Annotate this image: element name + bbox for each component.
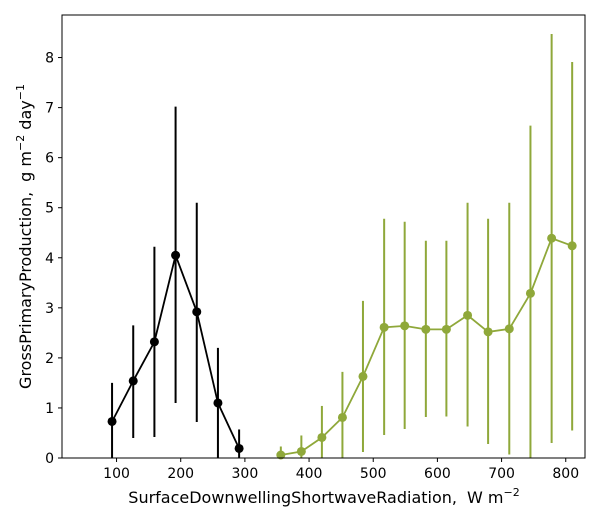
y-axis-label-quantity: GrossPrimaryProduction,: [16, 192, 35, 389]
data-point: [400, 321, 410, 331]
data-point: [128, 376, 138, 386]
x-tick-label: 200: [167, 466, 194, 482]
x-tick-label: 700: [488, 466, 515, 482]
y-tick-label: 6: [45, 151, 54, 167]
plot-frame: [61, 14, 586, 459]
y-tick-label: 0: [45, 451, 54, 467]
data-point: [234, 443, 244, 453]
y-axis: 0 1 2 3 4 5 6 7 8: [45, 51, 62, 467]
y-axis-label: GrossPrimaryProduction, g m−2 day−1: [14, 84, 35, 389]
data-point: [149, 337, 159, 347]
data-point: [547, 233, 557, 243]
x-axis-label-unit-exponent: −2: [503, 486, 519, 499]
data-point: [358, 371, 368, 381]
y-axis-label-time-unit: day: [16, 100, 35, 135]
series-layer: [107, 34, 577, 460]
data-point: [213, 398, 223, 408]
data-point: [296, 446, 306, 456]
y-tick-label: 2: [45, 351, 54, 367]
data-point: [421, 324, 431, 334]
x-axis-label-unit: W m: [467, 488, 504, 507]
series-1: [107, 106, 244, 458]
data-point: [337, 412, 347, 422]
data-point: [525, 288, 535, 298]
x-axis: 100 200 300 400 500 600 700 800: [103, 458, 579, 482]
data-point: [276, 450, 286, 460]
data-point: [567, 241, 577, 251]
y-tick-label: 5: [45, 201, 54, 217]
x-tick-label: 800: [552, 466, 579, 482]
data-point: [192, 307, 202, 317]
x-tick-label: 300: [232, 466, 259, 482]
y-axis-label-time-unit-exponent: −1: [14, 84, 27, 100]
y-tick-label: 3: [45, 301, 54, 317]
y-axis-label-unit-exponent: −2: [14, 135, 27, 151]
x-axis-label-quantity: SurfaceDownwellingShortwaveRadiation,: [128, 488, 457, 507]
data-point: [379, 322, 389, 332]
data-point: [483, 327, 493, 337]
x-tick-label: 100: [103, 466, 130, 482]
y-axis-label-unit: g m: [16, 151, 35, 182]
x-axis-label: SurfaceDownwellingShortwaveRadiation, W m…: [128, 486, 519, 507]
x-tick-label: 600: [424, 466, 451, 482]
x-tick-label: 500: [360, 466, 387, 482]
x-tick-label: 400: [296, 466, 323, 482]
data-point: [441, 324, 451, 334]
y-tick-label: 8: [45, 51, 54, 67]
data-point: [317, 432, 327, 442]
data-point: [171, 250, 181, 260]
series-2: [276, 34, 577, 460]
data-point: [463, 310, 473, 320]
data-point: [107, 416, 117, 426]
data-point: [504, 324, 514, 334]
y-tick-label: 4: [45, 251, 54, 267]
y-tick-label: 1: [45, 401, 54, 417]
y-tick-label: 7: [45, 101, 54, 117]
